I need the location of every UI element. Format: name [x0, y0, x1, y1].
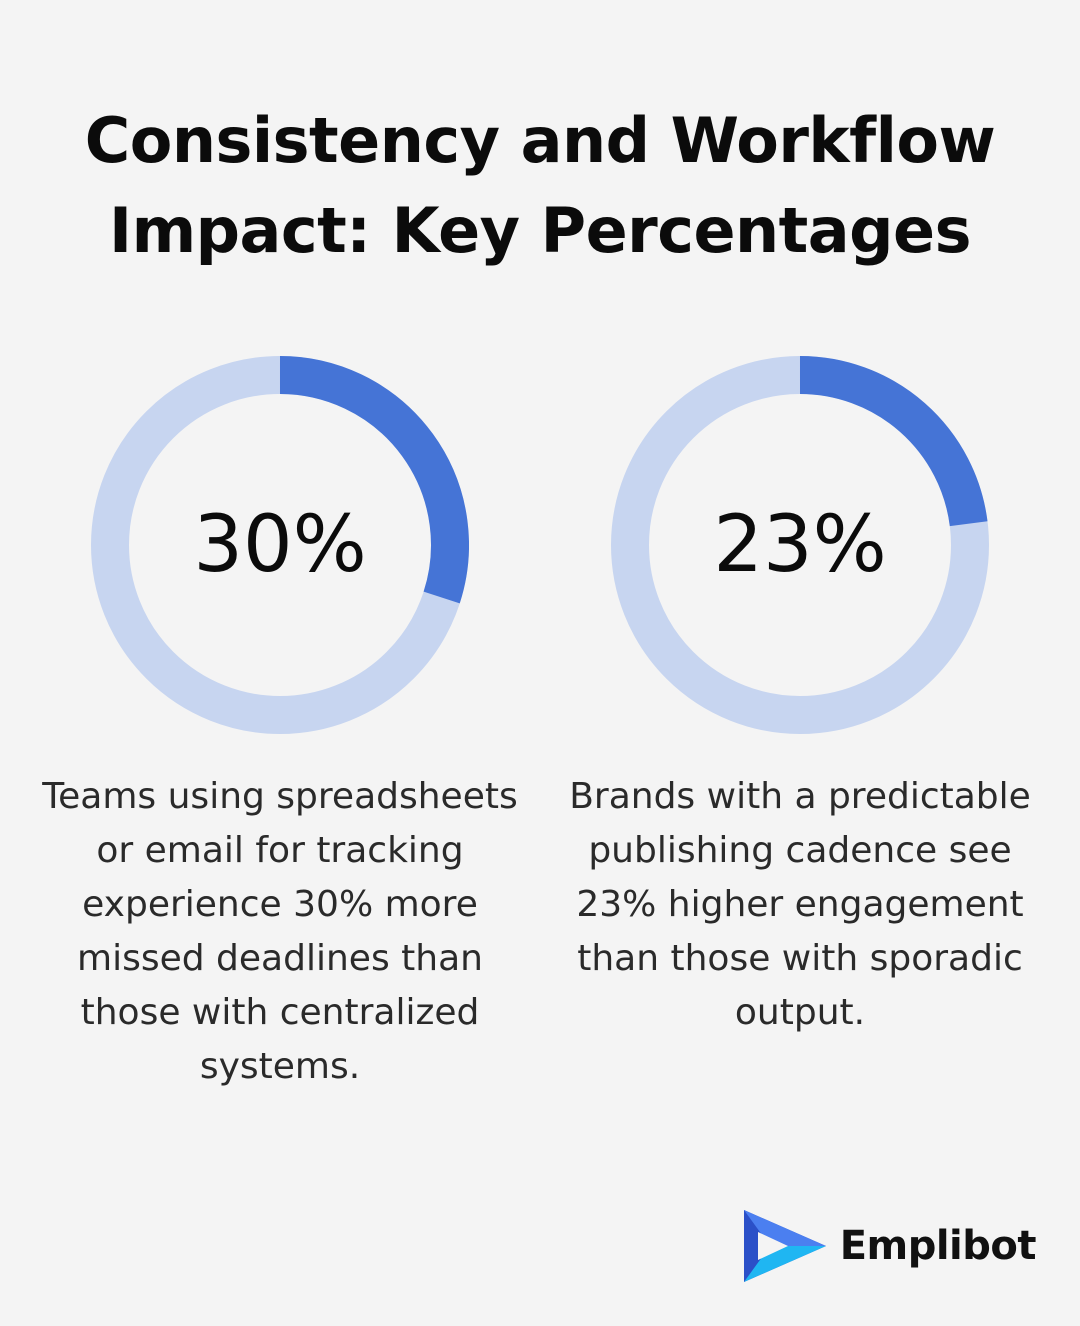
page-title-line-1: Consistency and Workflow [84, 104, 996, 177]
donut-value-2: 23% [713, 500, 887, 590]
donut-chart-2: 23% [611, 356, 989, 734]
brand-logo: Emplibot [743, 1210, 1037, 1282]
donut-chart-2-svg [611, 356, 989, 734]
donut-arc-1 [279, 356, 469, 604]
brand-name: Emplibot [839, 1223, 1037, 1269]
play-arrow-logo-icon [743, 1210, 826, 1282]
donut-value-1: 30% [193, 500, 367, 590]
donut-arc-2 [799, 356, 988, 527]
donut-chart-1: 30% [91, 356, 469, 734]
page-title-line-2: Impact: Key Percentages [109, 194, 971, 267]
page-title: Consistency and Workflow Impact: Key Per… [40, 96, 1040, 276]
donut-chart-1-svg [91, 356, 469, 734]
caption-1: Teams using spreadsheets or email for tr… [42, 776, 518, 1087]
caption-2: Brands with a predictable publishing cad… [569, 776, 1031, 1033]
